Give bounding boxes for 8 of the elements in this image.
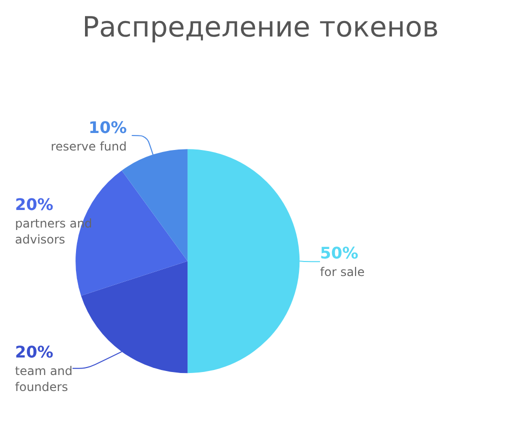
- chart-title: Распределение токенов: [82, 10, 439, 44]
- slice-label: reserve fund: [50, 140, 127, 154]
- slice-label: for sale: [320, 265, 365, 280]
- slice-label: team and founders: [15, 364, 73, 394]
- data-label: 20%: [15, 194, 54, 214]
- data-label: 20%: [15, 342, 54, 362]
- data-label: 50%: [320, 244, 358, 263]
- data-label: 10%: [88, 118, 127, 138]
